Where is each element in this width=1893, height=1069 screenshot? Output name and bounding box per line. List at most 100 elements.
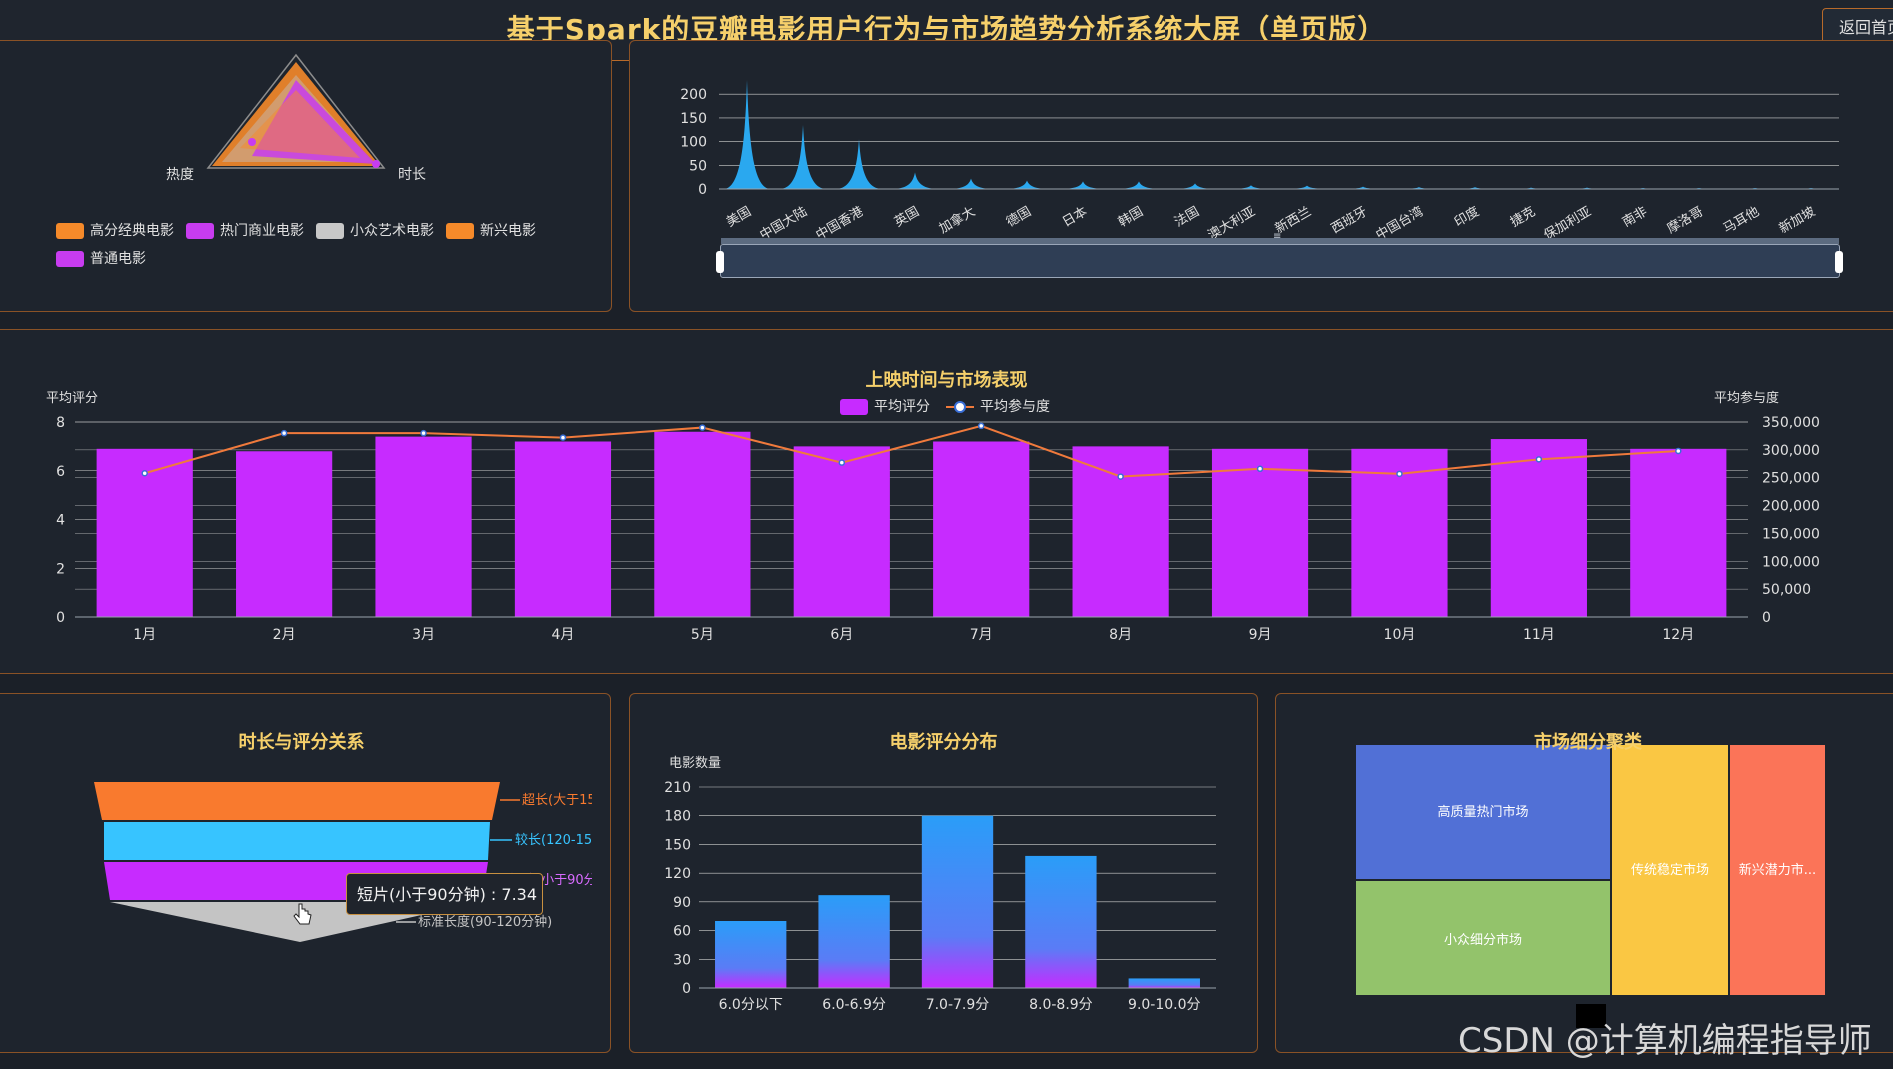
x-tick-label: 8.0-8.9分	[1029, 997, 1093, 1013]
slider-right-handle[interactable]	[1835, 251, 1843, 273]
bar-rating	[236, 451, 333, 617]
y-right-tick-label: 50,000	[1762, 582, 1811, 598]
legend-item-rating[interactable]: 平均评分	[840, 396, 930, 416]
y-left-tick-label: 0	[56, 610, 65, 626]
legend-item[interactable]: 新兴电影	[446, 220, 536, 240]
x-tick-label: 中国台湾	[1373, 204, 1426, 240]
x-tick-label: 摩洛哥	[1664, 204, 1706, 237]
area-peak	[835, 139, 883, 189]
treemap-label: 传统稳定市场	[1630, 863, 1709, 878]
legend-item[interactable]: 普通电影	[56, 248, 146, 268]
y-tick-label: 150	[664, 837, 691, 853]
x-tick-label: 南非	[1620, 204, 1651, 231]
bar-rating-bucket	[1025, 855, 1097, 988]
y-right-tick-label: 150,000	[1762, 526, 1820, 542]
bar-rating-bucket	[715, 921, 787, 988]
line-point	[1396, 470, 1403, 478]
treemap-title: 市场细分聚类	[1534, 732, 1642, 753]
line-point	[559, 434, 567, 441]
funnel-layer-longer	[104, 822, 490, 860]
treemap-tile-right[interactable]: 新兴潜力市...	[1729, 744, 1826, 996]
area-peak	[1059, 181, 1107, 189]
line-point	[280, 429, 288, 437]
bar-rating-bucket	[921, 815, 994, 988]
line-point	[1256, 465, 1264, 473]
legend-item[interactable]: 热门商业电影	[186, 220, 304, 240]
legend-item[interactable]: 高分经典电影	[56, 220, 174, 240]
y-right-tick-label: 300,000	[1762, 443, 1820, 459]
bar-rating	[793, 446, 890, 617]
y-tick-label: 60	[673, 924, 691, 940]
x-tick-label: 中国香港	[814, 204, 867, 240]
legend-label: 高分经典电影	[90, 223, 174, 239]
y-right-tick-label: 350,000	[1762, 415, 1820, 431]
line-point	[838, 459, 846, 466]
monthly-legend: 平均评分 平均参与度	[840, 396, 1100, 416]
radar-legend: 高分经典电影 热门商业电影 小众艺术电影 新兴电影 普通电影	[56, 220, 596, 280]
x-tick-label: 9.0-10.0分	[1128, 997, 1201, 1013]
funnel-label-longer: 较长(120-150分钟)	[515, 833, 592, 848]
bar-rating-bucket	[818, 895, 890, 988]
slider-track-top	[721, 238, 1839, 244]
x-tick-label: 新加坡	[1776, 204, 1818, 237]
x-tick-label: 马耳他	[1721, 204, 1762, 236]
line-point	[141, 470, 148, 477]
line-point	[420, 429, 427, 437]
treemap-tile-bottom-left[interactable]: 小众细分市场	[1355, 880, 1611, 996]
bar-rating	[1490, 439, 1587, 617]
legend-swatch	[446, 223, 474, 239]
area-peak	[1563, 187, 1611, 189]
y-tick-label: 0	[682, 981, 691, 997]
bar-rating	[654, 431, 751, 617]
area-peak	[1339, 186, 1387, 189]
funnel-label-long: 超长(大于150分钟)	[522, 793, 592, 808]
x-tick-label: 捷克	[1508, 204, 1538, 230]
monthly-title: 上映时间与市场表现	[865, 370, 1028, 391]
legend-label: 新兴电影	[480, 223, 536, 239]
slider-left-handle[interactable]	[716, 251, 724, 273]
x-tick-label: 6.0分以下	[719, 997, 783, 1013]
legend-swatch	[316, 223, 344, 239]
line-point	[1117, 473, 1124, 480]
area-peak	[1115, 181, 1163, 189]
country-chart: 0 50 100 150 200 美国 中国大陆 中国香港 英国 加拿大 德国 日本 韩国 法国 澳大利亚 新…	[680, 80, 1839, 240]
legend-item[interactable]: 小众艺术电影	[316, 220, 434, 240]
bar-rating	[96, 448, 193, 617]
bar-rating	[1211, 448, 1309, 617]
y-tick-label: 150	[680, 111, 707, 127]
y-right-tick-label: 250,000	[1762, 471, 1820, 487]
treemap-tile-middle[interactable]: 传统稳定市场	[1611, 744, 1729, 996]
monthly-chart: 平均评分 平均参与度02468050,000100,000150,000200,0…	[46, 390, 1820, 643]
legend-label: 普通电影	[90, 251, 146, 267]
radar-axis-label: 热度	[166, 167, 194, 183]
x-tick-label: 澳大利亚	[1205, 204, 1258, 240]
treemap-label: 高质量热门市场	[1437, 805, 1529, 820]
x-tick-label: 3月	[412, 627, 435, 643]
radar-axis-label: 时长	[398, 167, 426, 183]
x-tick-label: 西班牙	[1329, 204, 1370, 236]
area-peak	[1451, 187, 1499, 189]
x-tick-label: 韩国	[1116, 204, 1146, 230]
treemap-tile-top-left[interactable]: 高质量热门市场	[1355, 744, 1611, 880]
zoom-slider[interactable]: ≡	[716, 231, 1843, 278]
watermark: CSDN @计算机编程指导师	[1458, 1021, 1872, 1061]
legend-label: 平均评分	[874, 399, 930, 415]
funnel-label-standard: 标准长度(90-120分钟)	[418, 915, 553, 930]
area-peak	[1171, 183, 1219, 189]
y-left-tick-label: 2	[56, 561, 65, 577]
radar-chart: 热度 时长	[166, 53, 426, 183]
y-right-tick-label: 200,000	[1762, 499, 1820, 515]
bar-rating	[375, 436, 472, 617]
legend-label: 热门商业电影	[220, 223, 304, 239]
y-left-tick-label: 4	[56, 513, 65, 529]
slider-drag-handle[interactable]: ≡	[1273, 231, 1282, 242]
x-tick-label: 5月	[691, 627, 714, 643]
x-tick-label: 印度	[1452, 204, 1483, 231]
treemap-label: 小众细分市场	[1443, 933, 1522, 948]
x-tick-label: 6月	[830, 627, 853, 643]
legend-swatch	[56, 223, 84, 239]
x-tick-label: 7.0-7.9分	[926, 997, 990, 1013]
area-peak	[723, 80, 771, 189]
legend-item-engagement[interactable]: 平均参与度	[946, 396, 1050, 416]
x-tick-label: 7月	[970, 627, 993, 643]
